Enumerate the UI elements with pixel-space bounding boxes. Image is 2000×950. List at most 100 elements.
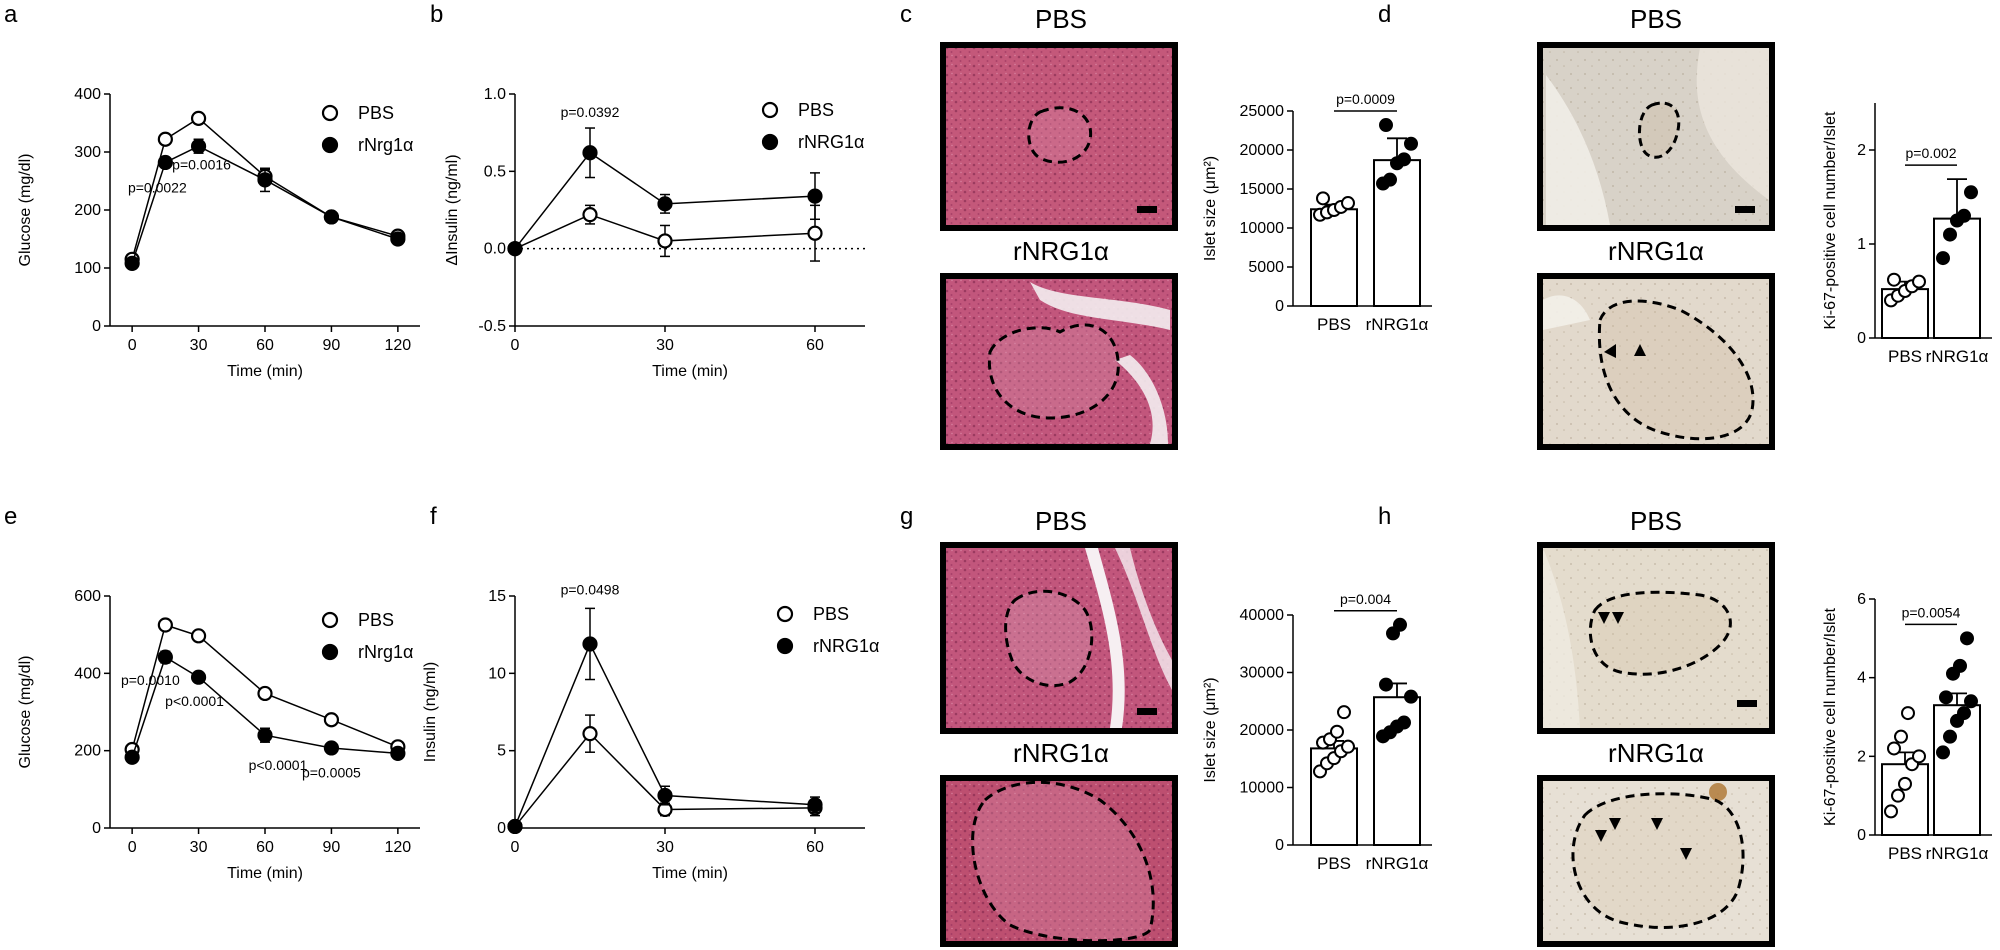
bar xyxy=(1373,696,1421,846)
data-point xyxy=(657,233,673,249)
y-tick-label: 30000 xyxy=(1240,665,1285,682)
y-axis-label: Islet size (μm²) xyxy=(1202,156,1219,261)
p-value-annotation: p=0.004 xyxy=(1340,591,1391,607)
micrograph-c: PBS rNRG1α xyxy=(940,4,1178,450)
micrograph-d: PBS rNRG1α xyxy=(1537,4,1775,450)
data-point xyxy=(190,669,207,685)
data-point xyxy=(323,209,340,225)
data-point xyxy=(1316,191,1330,206)
chart-h: 0 2 4 6 Ki-67-positive cell number/Islet PBS r… xyxy=(1822,591,1992,863)
data-point xyxy=(1960,631,1974,646)
data-point xyxy=(1912,274,1926,289)
data-point xyxy=(124,255,140,271)
y-axis-label: Ki-67-positive cell number/Islet xyxy=(1822,111,1839,329)
p-value-annotation: p=0.0016 xyxy=(172,156,231,172)
x-tick-label: 60 xyxy=(256,337,274,354)
data-point xyxy=(1964,185,1978,200)
y-axis-label: Insulin (ng/ml) xyxy=(422,662,439,762)
legend-label: PBS xyxy=(358,610,394,630)
panel-letter-h: h xyxy=(1378,503,1391,530)
p-value-annotation: p=0.0009 xyxy=(1336,91,1395,107)
data-point xyxy=(657,196,673,212)
legend-marker xyxy=(761,133,779,151)
series-line-2 xyxy=(514,151,816,250)
scale-bar xyxy=(1137,708,1157,715)
data-point xyxy=(582,726,598,742)
series-line-1 xyxy=(514,732,816,827)
y-tick-label: 0 xyxy=(92,820,101,837)
data-point xyxy=(507,241,523,257)
micrograph-g-bottom-islet-outline xyxy=(971,780,1155,943)
x-tick-label: 30 xyxy=(190,337,208,354)
series-line-2 xyxy=(514,642,816,827)
data-point xyxy=(190,628,207,644)
micrograph-d-top-label: PBS xyxy=(1630,4,1682,34)
data-point xyxy=(1341,196,1355,211)
panel-letter-c: c xyxy=(900,1,912,28)
x-tick-label: 0 xyxy=(511,337,520,354)
micrograph-h: PBS rNRG1α xyxy=(1537,506,1775,947)
y-tick-label: 0 xyxy=(1275,837,1284,854)
p-value-annotation: p=0.002 xyxy=(1906,145,1957,161)
series-line-2 xyxy=(131,145,399,264)
chart-c: 0 5000 10000 15000 20000 25000 Islet size (μm²… xyxy=(1202,91,1432,334)
x-category-label: rNRG1α xyxy=(1926,844,1989,863)
x-tick-label: 120 xyxy=(385,839,412,856)
micrograph-h-top-islet-outline xyxy=(1588,590,1732,676)
arrowhead-icon xyxy=(1604,344,1616,358)
data-point xyxy=(1404,136,1418,151)
data-point xyxy=(1397,152,1411,167)
x-tick-label: 0 xyxy=(128,337,137,354)
x-tick-label: 90 xyxy=(323,337,341,354)
data-point xyxy=(807,188,823,204)
y-tick-label: 0.5 xyxy=(484,163,506,180)
data-point xyxy=(257,727,273,743)
arrowhead-icon xyxy=(1609,818,1621,830)
data-point xyxy=(1383,172,1397,187)
data-point xyxy=(390,745,406,761)
panel-letter-f: f xyxy=(430,503,437,530)
arrowhead-icon xyxy=(1595,830,1607,842)
p-value-annotation: p=0.0022 xyxy=(128,180,187,196)
micrograph-d-bottom-islet-outline xyxy=(1597,299,1755,441)
data-point xyxy=(1936,251,1950,266)
y-tick-label: 25000 xyxy=(1240,103,1285,120)
series-line-1 xyxy=(514,213,816,250)
bar xyxy=(1933,217,1981,339)
x-axis-label: Time (min) xyxy=(652,865,728,882)
data-point xyxy=(1894,729,1908,744)
arrowhead-icon xyxy=(1612,612,1624,624)
y-axis-label: Islet size (μm²) xyxy=(1202,677,1219,782)
y-tick-label: 15 xyxy=(488,588,506,605)
data-point xyxy=(323,740,340,756)
data-point xyxy=(1379,677,1393,692)
y-tick-label: 400 xyxy=(74,86,101,103)
y-tick-label: 1 xyxy=(1857,236,1866,253)
chart-b: -0.5 0.0 0.5 1.0 0 30 60 Time (min) ΔInsulin (ng… xyxy=(444,86,865,380)
micrograph-g-top-label: PBS xyxy=(1035,506,1087,536)
data-point xyxy=(157,154,173,171)
data-point xyxy=(1936,745,1950,760)
scale-bar xyxy=(1137,206,1157,213)
y-tick-label: 5000 xyxy=(1248,259,1284,276)
y-tick-label: 15000 xyxy=(1240,181,1285,198)
micrograph-h-top-label: PBS xyxy=(1630,506,1682,536)
p-value-annotation: p=0.0005 xyxy=(302,765,361,781)
scale-bar xyxy=(1737,700,1757,707)
y-tick-label: 1.0 xyxy=(484,86,506,103)
data-point xyxy=(582,207,598,223)
panel-letter-d: d xyxy=(1378,1,1391,28)
panel-letter-b: b xyxy=(430,1,443,28)
data-point xyxy=(1957,208,1971,223)
y-tick-label: 0 xyxy=(497,820,506,837)
y-tick-label: 20000 xyxy=(1240,142,1285,159)
arrowhead-icon xyxy=(1598,612,1610,624)
micrograph-d-top-islet-outline xyxy=(1637,101,1681,159)
x-axis-label: Time (min) xyxy=(227,865,303,882)
x-category-label: PBS xyxy=(1317,315,1351,334)
x-category-label: PBS xyxy=(1317,854,1351,873)
micrograph-h-bottom-islet-outline xyxy=(1571,792,1745,929)
data-point xyxy=(1404,689,1418,704)
